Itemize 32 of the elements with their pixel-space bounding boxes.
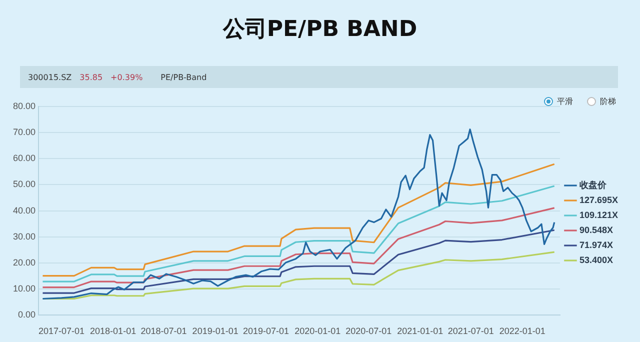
x-tick-label: 2017-07-01 [38, 326, 85, 336]
x-tick-label: 2018-07-01 [140, 326, 187, 336]
y-tick-label: 70.00 [12, 126, 36, 137]
text: 35.85 [80, 72, 103, 82]
x-tick-label: 2022-01-01 [499, 326, 546, 336]
y-tick-label: 40.00 [12, 205, 36, 216]
x-tick-label: 2019-01-01 [192, 326, 238, 336]
legend-label: 109.121X [579, 210, 618, 220]
x-tick-label: 2019-07-01 [243, 326, 290, 336]
y-tick-label: 0.00 [18, 310, 36, 320]
y-tick-label: 60.00 [12, 153, 36, 164]
text: 平滑 [557, 96, 573, 107]
x-tick-label: 2020-07-01 [346, 326, 392, 336]
legend-label: 收盘价 [579, 180, 608, 190]
y-tick-label: 30.00 [12, 231, 36, 242]
x-tick-label: 2021-01-01 [397, 326, 444, 336]
text: PE/PB-Band [160, 72, 207, 82]
x-tick-label: 2020-01-01 [294, 326, 341, 336]
y-tick-label: 80.00 [12, 100, 36, 111]
text: +0.39% [110, 72, 143, 82]
legend-label: 127.695X [579, 194, 618, 205]
x-tick-label: 2021-07-01 [448, 326, 494, 336]
y-tick-label: 50.00 [12, 179, 36, 190]
legend-label: 90.548X [579, 224, 613, 235]
legend-label: 53.400X [579, 254, 613, 265]
x-tick-label: 2018-01-01 [90, 326, 136, 336]
text: 300015.SZ [28, 72, 72, 82]
text: 阶梯 [600, 96, 616, 107]
chart-title: 公司PE/PB BAND [222, 16, 418, 44]
y-tick-label: 20.00 [12, 257, 36, 268]
y-tick-label: 10.00 [12, 284, 36, 294]
legend-label: 71.974X [579, 240, 613, 250]
